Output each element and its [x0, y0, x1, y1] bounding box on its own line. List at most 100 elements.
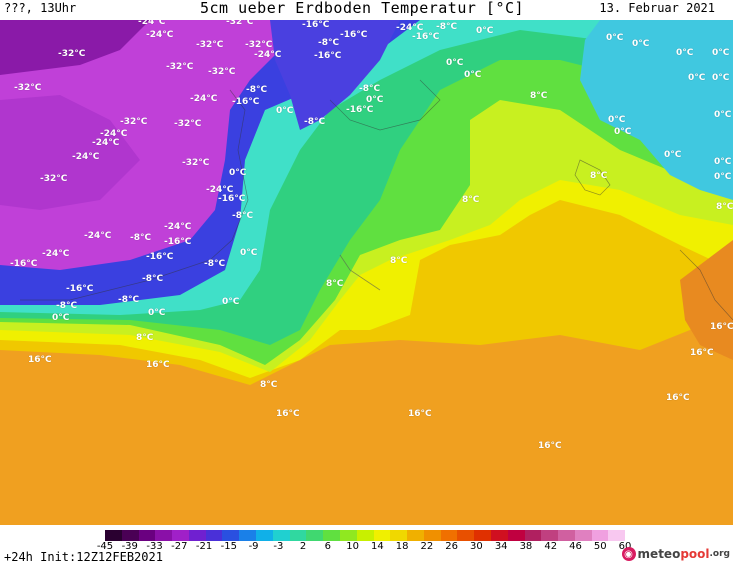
colorbar-tick-label: 18: [395, 541, 409, 552]
temperature-label: -8°C: [359, 84, 381, 94]
colorbar-swatch: [407, 530, 424, 541]
temperature-label: 0°C: [632, 39, 650, 49]
colorbar-swatch: [188, 530, 206, 541]
temperature-label: 0°C: [229, 168, 247, 178]
temperature-label: 16°C: [146, 360, 170, 370]
temperature-label: 0°C: [464, 70, 482, 80]
temperature-label: 0°C: [676, 48, 694, 58]
temperature-label: 0°C: [608, 115, 626, 125]
temperature-label: 0°C: [688, 73, 706, 83]
colorbar-tick-label: 14: [371, 541, 384, 552]
colorbar-swatch: [272, 530, 290, 541]
temperature-field: [0, 20, 733, 525]
temperature-label: -8°C: [246, 85, 268, 95]
temperature-label: 8°C: [590, 171, 608, 181]
colorbar-swatch: [289, 530, 307, 541]
temperature-label: 0°C: [606, 33, 624, 43]
chart-header: ???, 13Uhr 5cm ueber Erdboden Temperatur…: [0, 0, 733, 20]
colorbar-swatch: [390, 530, 408, 541]
temperature-label: -8°C: [436, 22, 458, 32]
colorbar-swatch: [155, 530, 173, 541]
colorbar-tick-label: -45: [96, 541, 114, 552]
temperature-label: -24°C: [254, 50, 282, 60]
colorbar-tick-label: 38: [519, 541, 533, 552]
temperature-label: -24°C: [84, 231, 112, 241]
temperature-label: 8°C: [530, 91, 548, 101]
temperature-label: -16°C: [10, 259, 38, 269]
temperature-label: -16°C: [302, 20, 330, 30]
temperature-label: 0°C: [614, 127, 632, 137]
colorbar-swatch: [490, 530, 508, 541]
colorbar-swatch: [121, 530, 139, 541]
temperature-label: -32°C: [174, 119, 202, 129]
temperature-label: 16°C: [538, 441, 562, 451]
temperature-label: 0°C: [148, 308, 166, 318]
temperature-label: -8°C: [204, 259, 226, 269]
temperature-label: -8°C: [130, 233, 152, 243]
temperature-label: 0°C: [476, 26, 494, 36]
temperature-label: -24°C: [92, 138, 120, 148]
meteopool-logo[interactable]: ◉ meteo pool .org: [621, 547, 730, 561]
temperature-label: -32°C: [208, 67, 236, 77]
color-legend: -45 -39 -33 -27 -21 -15 -9 -3 2 6 10 14 18 22 26 30 34 38…: [0, 525, 733, 566]
temperature-label: -8°C: [118, 295, 140, 305]
temperature-label: 8°C: [462, 195, 480, 205]
temperature-label: 8°C: [326, 279, 344, 289]
temperature-label: 0°C: [446, 58, 464, 68]
temperature-label: 8°C: [136, 333, 154, 343]
temperature-label: 0°C: [712, 73, 730, 83]
temperature-label: 0°C: [276, 106, 294, 116]
colorbar-tick-label: 2: [299, 541, 307, 552]
temperature-label: -16°C: [146, 252, 174, 262]
colorbar-swatch: [222, 530, 240, 541]
colorbar-swatch: [239, 530, 257, 541]
colorbar-swatch: [205, 530, 223, 541]
temperature-label: -24°C: [42, 249, 70, 259]
temperature-label: -24°C: [396, 23, 424, 33]
colorbar-swatch: [105, 530, 122, 541]
colorbar-swatch: [541, 530, 559, 541]
temperature-label: 8°C: [390, 256, 408, 266]
colorbar-swatch: [457, 530, 475, 541]
colorbar-swatch: [591, 530, 609, 541]
temperature-label: 16°C: [28, 355, 52, 365]
temperature-label: 0°C: [240, 248, 258, 258]
temperature-label: -32°C: [40, 174, 68, 184]
colorbar-tick-label: 42: [544, 541, 558, 552]
temperature-label: -24°C: [146, 30, 174, 40]
temperature-label: -32°C: [166, 62, 194, 72]
colorbar-tick-label: 10: [346, 541, 359, 552]
colorbar-swatch: [423, 530, 441, 541]
temperature-label: -24°C: [206, 185, 234, 195]
temperature-label: -16°C: [232, 97, 260, 107]
colorbar-swatch: [608, 530, 626, 541]
colorbar-swatch: [440, 530, 458, 541]
colorbar-tick-label: 60: [618, 541, 632, 552]
colorbar-tick-label: -39: [121, 541, 138, 552]
colorbar-tick-label: -15: [220, 541, 237, 552]
temperature-label: -8°C: [232, 211, 254, 221]
temperature-label: -24°C: [100, 129, 128, 139]
colorbar-tick-label: 46: [569, 541, 582, 552]
temperature-label: -24°C: [190, 94, 218, 104]
temperature-label: -8°C: [56, 301, 78, 311]
temperature-label: 16°C: [666, 393, 690, 403]
temperature-label: 0°C: [714, 172, 732, 182]
logo-text-pool: pool: [680, 547, 710, 561]
colorbar-tick-label: 30: [470, 541, 483, 552]
temperature-label: -8°C: [318, 38, 340, 48]
temperature-label: -16°C: [412, 32, 440, 42]
colorbar-swatch: [138, 530, 156, 541]
temperature-label: -16°C: [66, 284, 94, 294]
colorbar-tick-label: -21: [195, 541, 213, 552]
colorbar-tick-label: 6: [324, 541, 332, 552]
map-title: 5cm ueber Erdboden Temperatur [°C]: [200, 0, 525, 17]
temperature-map: -24°C -24°C -32°C -32°C -32°C -24°C -32°C -32°C…: [0, 20, 733, 525]
temperature-label: -8°C: [142, 274, 164, 284]
colorbar-swatch: [558, 530, 575, 541]
temperature-label: 0°C: [664, 150, 682, 160]
temperature-label: 0°C: [52, 313, 70, 323]
colorbar-swatch: [306, 530, 324, 541]
temperature-label: 0°C: [222, 297, 240, 307]
temperature-label: 0°C: [714, 157, 732, 167]
